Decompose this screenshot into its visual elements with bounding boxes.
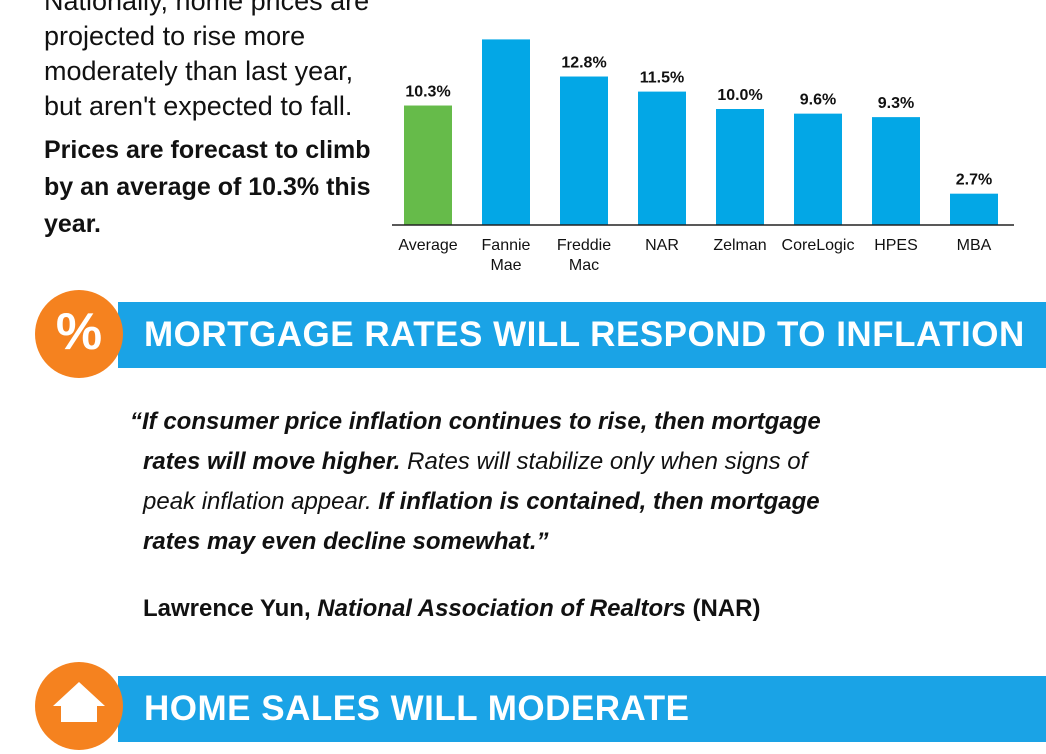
data-label-2: 12.8% bbox=[561, 55, 606, 72]
percent-icon: % bbox=[35, 290, 123, 378]
mortgage-title: MORTGAGE RATES WILL RESPOND TO INFLATION bbox=[144, 315, 1025, 354]
data-label-3: 11.5% bbox=[640, 70, 684, 87]
category-label-7-0: MBA bbox=[957, 237, 992, 254]
attribution-org: National Association of Realtors bbox=[317, 595, 686, 622]
quote-attribution: Lawrence Yun, National Association of Re… bbox=[143, 589, 760, 629]
price-forecast-chart: 10.3% Average Fannie Mae 12.8% Freddie Mac 11.5… bbox=[392, 39, 1014, 274]
data-label-5: 9.6% bbox=[800, 92, 836, 109]
house-glyph bbox=[53, 682, 105, 722]
data-label-6: 9.3% bbox=[878, 95, 914, 112]
attribution-abbr: (NAR) bbox=[685, 595, 761, 622]
data-label-0: 10.3% bbox=[405, 84, 450, 101]
intro-block: Nationally, home prices are projected to… bbox=[44, 0, 384, 243]
category-label-1-0: Fannie bbox=[482, 237, 531, 254]
quote-line-3: peak inflation appear. If inflation is c… bbox=[143, 488, 820, 515]
category-label-3-0: NAR bbox=[645, 237, 679, 254]
inflation-quote: “If consumer price inflation continues t… bbox=[130, 402, 930, 562]
category-label-2-0: Freddie bbox=[557, 237, 611, 254]
house-icon bbox=[35, 662, 123, 750]
bar-7 bbox=[950, 193, 998, 225]
data-label-7: 2.7% bbox=[956, 172, 992, 189]
data-label-4: 10.0% bbox=[717, 87, 762, 104]
category-label-1-1: Mae bbox=[490, 257, 521, 274]
bar-3 bbox=[638, 91, 686, 225]
category-label-2-1: Mac bbox=[569, 257, 599, 274]
category-label-4-0: Zelman bbox=[713, 237, 766, 254]
bar-2 bbox=[560, 76, 608, 226]
intro-highlight: Prices are forecast to climb by an avera… bbox=[44, 136, 371, 238]
bar-1 bbox=[482, 39, 530, 226]
category-label-0-0: Average bbox=[398, 237, 457, 254]
quote-line-4: rates may even decline somewhat.” bbox=[143, 528, 549, 555]
quote-line-1: “If consumer price inflation continues t… bbox=[130, 408, 821, 435]
intro-text: Nationally, home prices are projected to… bbox=[44, 0, 370, 121]
bar-0 bbox=[404, 105, 452, 225]
bar-4 bbox=[716, 109, 764, 225]
bar-6 bbox=[872, 117, 920, 225]
category-label-5-0: CoreLogic bbox=[782, 237, 855, 254]
mortgage-banner bbox=[118, 302, 1046, 368]
attribution-name: Lawrence Yun, bbox=[143, 595, 318, 622]
home-sales-title: HOME SALES WILL MODERATE bbox=[144, 689, 690, 728]
percent-symbol: % bbox=[55, 303, 103, 361]
category-label-6-0: HPES bbox=[874, 237, 918, 254]
bar-5 bbox=[794, 113, 842, 225]
quote-line-2: rates will move higher. Rates will stabi… bbox=[143, 448, 808, 475]
